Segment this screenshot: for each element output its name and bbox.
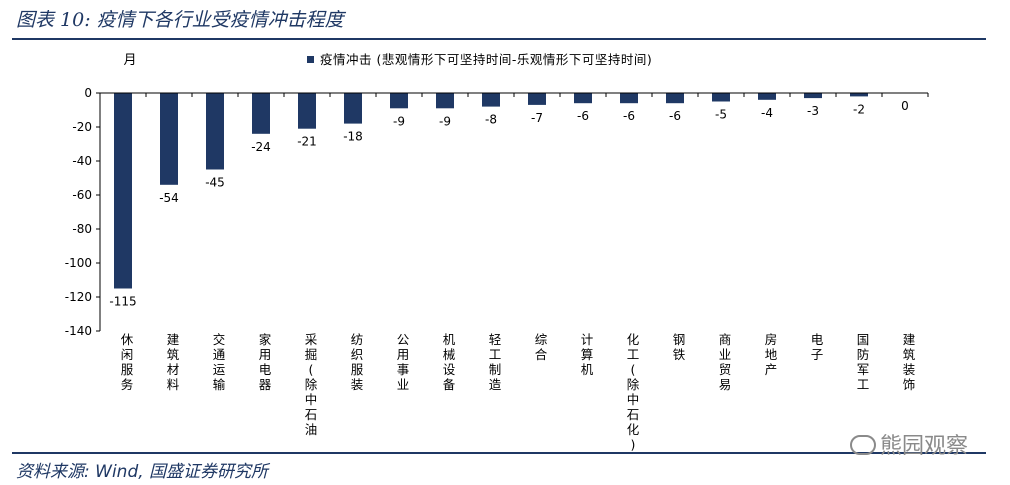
bar [528,93,546,105]
bar [206,93,224,170]
x-category-text: 电子 [811,332,824,362]
data-label: -6 [623,109,635,123]
bar [850,93,868,97]
y-tick-label: -140 [65,324,92,338]
wechat-icon [850,435,876,455]
x-category-text: 化工(除中石化) [627,332,640,452]
x-category-text: 建筑装饰 [903,332,916,392]
x-category-text: 轻工制造 [489,332,502,392]
x-category-label: 家用电器 [259,332,272,392]
x-category-text: 国防军工 [857,332,870,392]
x-category-text: 公用事业 [397,332,410,392]
bar [620,93,638,104]
y-tick-label: -60 [72,188,92,202]
bar [804,93,822,99]
figure-title: 图表 10: 疫情下各行业受疫情冲击程度 [16,9,344,31]
bar [574,93,592,104]
x-category-label: 房地产 [765,332,778,377]
bar [252,93,270,134]
y-tick-label: 0 [84,86,92,100]
x-category-label: 商业贸易 [719,332,732,392]
y-tick-label: -120 [65,290,92,304]
data-label: -7 [531,111,543,125]
x-category-label: 电子 [811,332,824,362]
data-label: -18 [343,130,363,144]
x-category-label: 交通运输 [213,332,226,392]
data-label: -21 [297,135,317,149]
y-tick-label: -40 [72,154,92,168]
data-label: -5 [715,108,727,122]
x-category-text: 休闲服务 [121,332,134,392]
bar [712,93,730,102]
x-category-label: 建筑装饰 [903,332,916,392]
y-tick-label: -80 [72,222,92,236]
x-category-text: 家用电器 [259,332,272,392]
x-category-text: 钢铁 [673,332,686,362]
x-category-label: 休闲服务 [121,332,134,392]
bar [114,93,132,289]
bar-chart: 月 疫情冲击 (悲观情形下可坚持时间-乐观情形下可坚持时间) 0-20-40-6… [65,52,929,452]
bar [758,93,776,100]
x-category-text: 建筑材料 [167,332,180,392]
watermark-text: 熊园观察 [880,434,969,459]
legend-swatch [307,56,314,63]
bar [298,93,316,129]
x-category-label: 机械设备 [443,332,456,392]
bottom-rule [12,452,986,454]
x-category-label: 计算机 [581,332,594,377]
data-label: -2 [853,102,865,116]
x-category-text: 交通运输 [213,332,226,392]
x-category-label: 采掘(除中石油 [305,332,318,437]
x-category-label: 公用事业 [397,332,410,392]
data-label: -9 [393,114,405,128]
bar [482,93,500,107]
bar [436,93,454,109]
x-category-label: 国防军工 [857,332,870,392]
data-label: -9 [439,114,451,128]
x-category-label: 纺织服装 [351,332,364,392]
x-category-text: 纺织服装 [351,332,364,392]
x-category-text: 房地产 [765,332,778,377]
x-category-text: 计算机 [581,332,594,377]
data-label: -54 [159,191,179,205]
bar [344,93,362,124]
x-category-label: 钢铁 [673,332,686,362]
x-category-text: 商业贸易 [719,332,732,392]
bar-series: -115 -54 -45 -24 -21 -18 -9 -9 -8 -7 -6 -6 -6 -5 -4 -3 -… [109,93,909,309]
x-category-label: 化工(除中石化) [627,332,640,452]
y-tick-label: -100 [65,256,92,270]
top-rule [12,38,986,40]
x-category-text: 采掘(除中石油 [305,332,318,437]
source-note: 资料来源: Wind, 国盛证券研究所 [16,462,269,482]
x-category-label: 综合 [535,332,548,362]
data-label: -24 [251,140,271,154]
x-category-label: 轻工制造 [489,332,502,392]
bar [160,93,178,185]
legend: 疫情冲击 (悲观情形下可坚持时间-乐观情形下可坚持时间) [307,52,652,67]
data-label: -45 [205,176,225,190]
x-category-label: 建筑材料 [167,332,180,392]
data-label: -8 [485,113,497,127]
data-label: -6 [669,109,681,123]
data-label: -6 [577,109,589,123]
x-category-text: 机械设备 [443,332,456,392]
data-label: -3 [807,104,819,118]
data-label: -4 [761,106,773,120]
bar [666,93,684,104]
y-axis: 0 -20 -40 -60 -80 -100 -120 -140 [65,86,101,338]
data-label: -115 [109,295,136,309]
x-axis: 休闲服务 建筑材料 交通运输 家用电器 采掘(除中石油 纺织服装 公用事业 机械设备 轻工制造 综… [99,92,929,452]
data-label: 0 [901,99,909,113]
legend-label: 疫情冲击 (悲观情形下可坚持时间-乐观情形下可坚持时间) [320,52,652,67]
watermark: 熊园观察 [850,428,968,460]
y-tick-label: -20 [72,120,92,134]
x-category-text: 综合 [535,332,548,362]
bar [390,93,408,109]
y-unit-label: 月 [123,53,136,68]
